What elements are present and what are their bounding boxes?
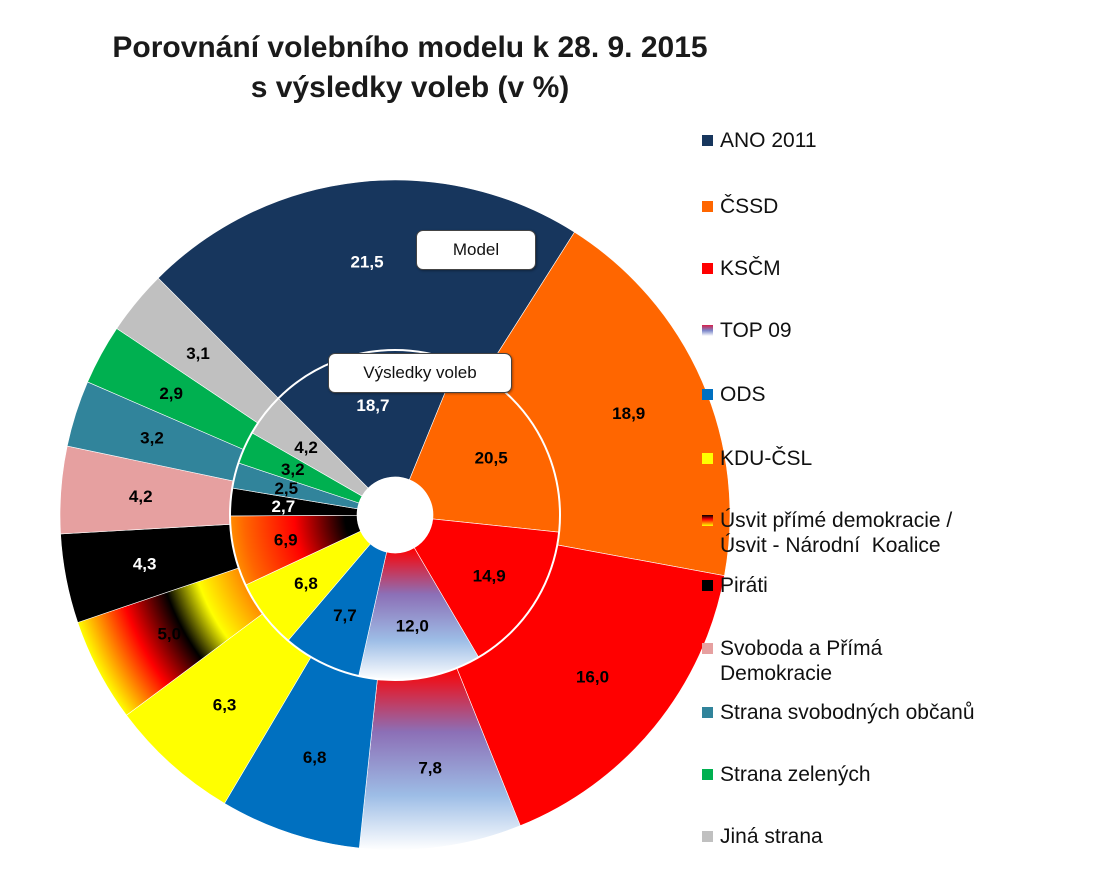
- results-label-strana-svobodnych-obcanu: 2,5: [274, 479, 298, 498]
- results-label-top-09: 12,0: [396, 617, 429, 636]
- legend-label: Úsvit přímé demokracie / Úsvit - Národní …: [720, 509, 953, 557]
- model-label-kscm: 16,0: [576, 667, 609, 686]
- legend-swatch: [702, 453, 713, 464]
- model-label-top-09: 7,8: [418, 759, 442, 778]
- results-label-ano-2011: 18,7: [356, 396, 389, 415]
- model-label-pirati: 4,3: [133, 555, 157, 574]
- model-label-usvit-prime-demokracie-usvit-narodni-koalice: 5,0: [157, 625, 181, 644]
- legend-label: Piráti: [720, 574, 768, 597]
- results-label-ods: 7,7: [333, 606, 357, 625]
- results-label-pirati: 2,7: [272, 497, 296, 516]
- legend-swatch: [702, 263, 713, 274]
- legend-label: ČSSD: [720, 195, 779, 218]
- model-label-ano-2011: 21,5: [350, 253, 383, 272]
- legend-label: Strana svobodných občanů: [720, 701, 975, 724]
- legend-swatch: [702, 707, 713, 718]
- legend-swatch: [702, 769, 713, 780]
- legend-swatch: [702, 201, 713, 212]
- legend-label: TOP 09: [720, 319, 792, 342]
- results-callout: Výsledky voleb: [328, 353, 512, 393]
- model-label-jina-strana: 3,1: [186, 344, 210, 363]
- results-label-cssd: 20,5: [475, 449, 508, 468]
- outer-ring-model: [59, 179, 731, 851]
- results-label-usvit-prime-demokracie-usvit-narodni-koalice: 6,9: [274, 531, 298, 550]
- model-callout: Model: [416, 230, 536, 270]
- results-label-kscm: 14,9: [473, 567, 506, 586]
- ring-separator: [229, 349, 561, 681]
- legend-swatch: [702, 135, 713, 146]
- legend-label: ANO 2011: [720, 129, 817, 152]
- legend-label: Strana zelených: [720, 763, 871, 786]
- legend-swatch: [702, 515, 713, 526]
- legend-label: Svoboda a Přímá Demokracie: [720, 637, 883, 685]
- legend-label: Jiná strana: [720, 825, 823, 848]
- model-label-strana-svobodnych-obcanu: 3,2: [140, 429, 164, 448]
- legend-label: ODS: [720, 383, 766, 406]
- legend-swatch: [702, 831, 713, 842]
- legend-swatch: [702, 325, 713, 336]
- ring-decoration: [229, 349, 561, 681]
- results-label-jina-strana: 4,2: [294, 438, 318, 457]
- legend-swatch: [702, 389, 713, 400]
- model-callout-label: Model: [452, 240, 500, 259]
- model-label-kdu-csl: 6,3: [213, 696, 237, 715]
- legend-swatch: [702, 580, 713, 591]
- model-label-svoboda-a-prima-demokracie: 4,2: [129, 487, 153, 506]
- chart-title-line-1: Porovnání volebního modelu k 28. 9. 2015: [112, 31, 708, 64]
- donut-hole: [357, 477, 433, 553]
- results-label-kdu-csl: 6,8: [294, 574, 318, 593]
- chart-title: Porovnání volebního modelu k 28. 9. 2015…: [40, 28, 780, 108]
- legend-label: KSČM: [720, 257, 781, 280]
- results-label-strana-zelenych: 3,2: [281, 460, 305, 479]
- legend-swatch: [702, 643, 713, 654]
- model-label-cssd: 18,9: [612, 404, 645, 423]
- chart-title-line-2: s výsledky voleb (v %): [250, 71, 570, 104]
- model-label-strana-zelenych: 2,9: [159, 384, 183, 403]
- model-label-ods: 6,8: [303, 748, 327, 767]
- legend-label: KDU-ČSL: [720, 447, 813, 470]
- inner-ring-results: [229, 349, 561, 681]
- results-callout-label: Výsledky voleb: [363, 363, 477, 382]
- data-labels: 21,5 18,9 16,0 7,8 6,8 6,3 5,0 4,3 4,2 3,2 2,9 3,1 1…: [129, 253, 645, 778]
